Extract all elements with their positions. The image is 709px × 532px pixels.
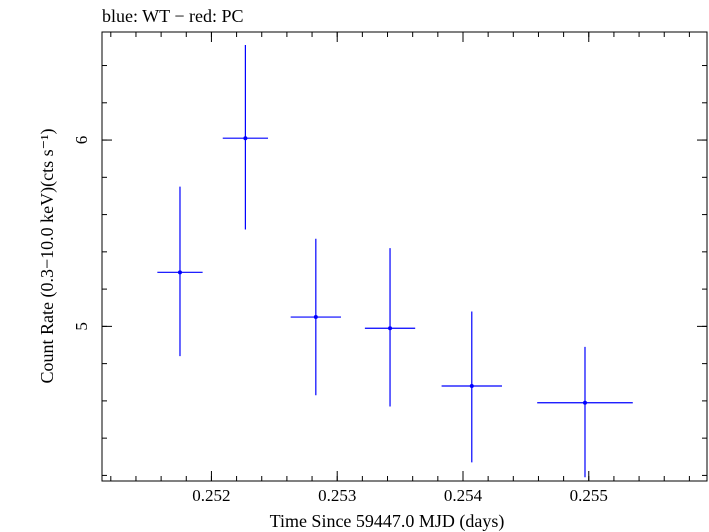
point-marker [177,270,182,275]
x-axis-label: Time Since 59447.0 MJD (days) [270,511,505,532]
x-tick-label: 0.255 [570,486,608,505]
axis-ticks [102,32,707,481]
point-marker [243,136,248,141]
x-tick-label: 0.254 [444,486,483,505]
data-point [157,186,203,357]
point-marker [388,326,393,331]
data-point [441,311,502,463]
chart-title: blue: WT − red: PC [102,6,243,26]
plot-frame [101,31,708,482]
data-point [222,45,269,230]
data-point [537,346,633,478]
data-point [364,248,416,407]
data-point [290,238,341,396]
x-tick-label: 0.252 [192,486,230,505]
y-tick-label: 5 [72,322,91,331]
y-tick-label: 6 [72,136,91,145]
x-tick-label: 0.253 [318,486,356,505]
axis-tick-labels: 0.252 0.253 0.254 0.255 5 6 [72,136,608,505]
point-marker [582,400,587,405]
point-marker [469,383,474,388]
data-points [157,45,633,478]
y-axis-label: Count Rate (0.3−10.0 keV)(cts s⁻¹) [37,128,58,383]
point-marker [313,315,318,320]
